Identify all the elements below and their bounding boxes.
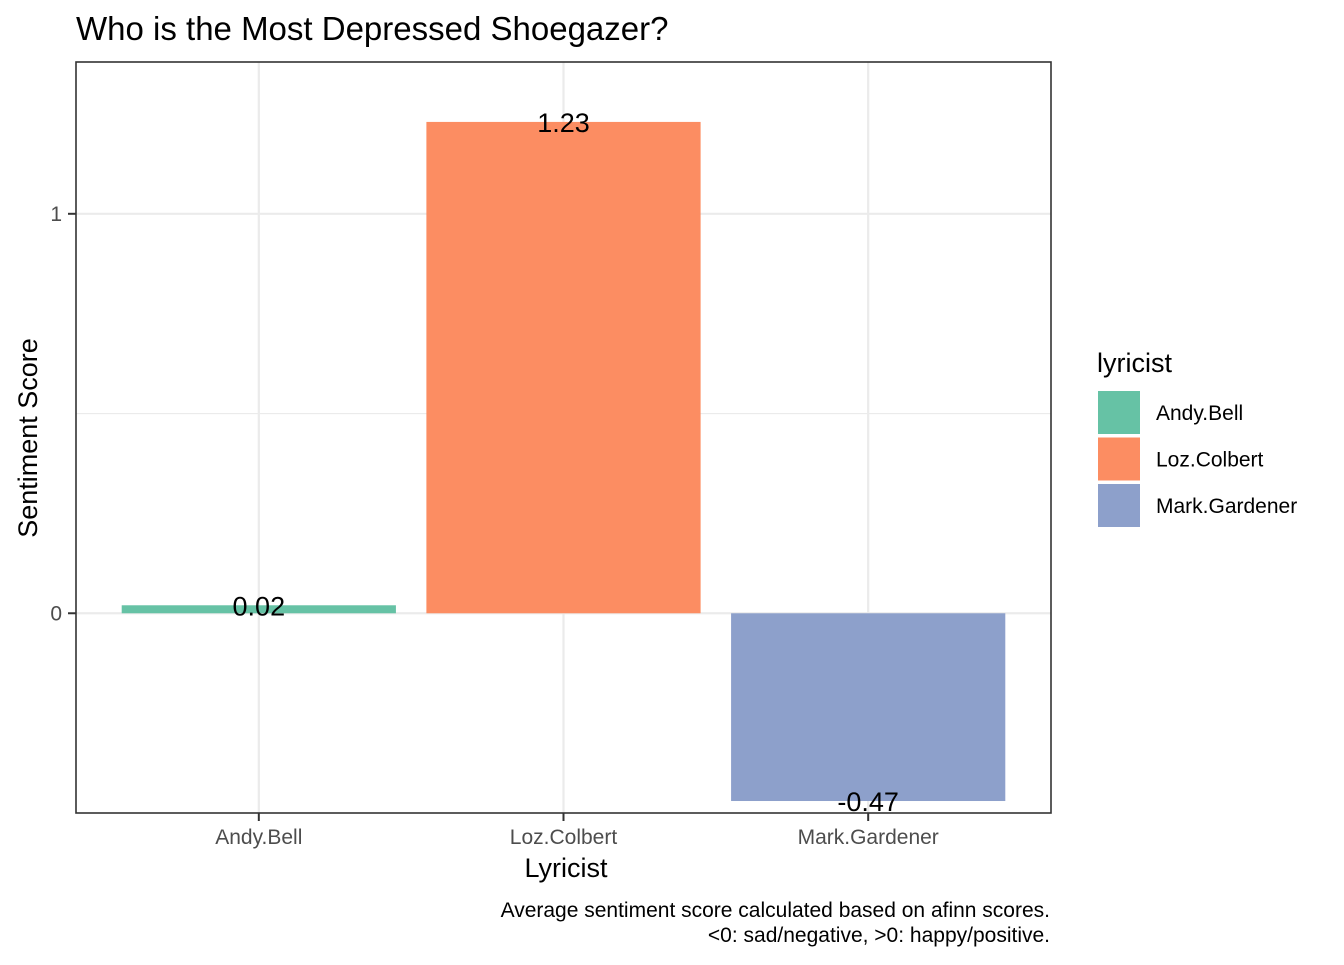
legend-label: Mark.Gardener bbox=[1156, 495, 1297, 518]
data-label: -0.47 bbox=[837, 787, 899, 817]
chart-title: Who is the Most Depressed Shoegazer? bbox=[76, 10, 668, 47]
y-axis-title: Sentiment Score bbox=[13, 338, 43, 538]
bar-andy-bell bbox=[121, 605, 396, 614]
data-label: 1.23 bbox=[537, 108, 590, 138]
legend-key bbox=[1098, 484, 1140, 527]
legend-key bbox=[1098, 391, 1140, 434]
legend-key bbox=[1098, 437, 1140, 481]
x-tick-label: Loz.Colbert bbox=[510, 826, 618, 849]
y-tick-label: 0 bbox=[50, 602, 62, 625]
data-labels: 0.02 1.23 -0.47 bbox=[233, 108, 899, 817]
bar-mark-gardener bbox=[731, 613, 1006, 802]
bar-loz-colbert bbox=[426, 121, 701, 614]
y-tick-label: 1 bbox=[50, 203, 62, 226]
legend-items: Andy.Bell Loz.Colbert Mark.Gardener bbox=[1098, 391, 1297, 527]
x-axis-title: Lyricist bbox=[524, 853, 608, 883]
x-tick-label: Mark.Gardener bbox=[798, 826, 939, 849]
caption-line-1: Average sentiment score calculated based… bbox=[501, 899, 1050, 922]
plot-panel: 0.02 1.23 -0.47 bbox=[75, 61, 1052, 817]
y-axis: 01 bbox=[50, 203, 76, 625]
x-tick-label: Andy.Bell bbox=[215, 826, 302, 849]
legend-label: Andy.Bell bbox=[1156, 402, 1243, 425]
x-axis: Andy.Bell Loz.Colbert Mark.Gardener bbox=[215, 813, 939, 849]
legend: lyricist Andy.Bell Loz.Colbert Mark.Garden… bbox=[1097, 348, 1297, 527]
data-label: 0.02 bbox=[233, 591, 286, 621]
caption-line-2: <0: sad/negative, >0: happy/positive. bbox=[708, 924, 1050, 947]
legend-title: lyricist bbox=[1097, 348, 1172, 378]
legend-label: Loz.Colbert bbox=[1156, 449, 1264, 472]
caption: Average sentiment score calculated based… bbox=[501, 899, 1050, 947]
bars bbox=[121, 121, 1006, 802]
